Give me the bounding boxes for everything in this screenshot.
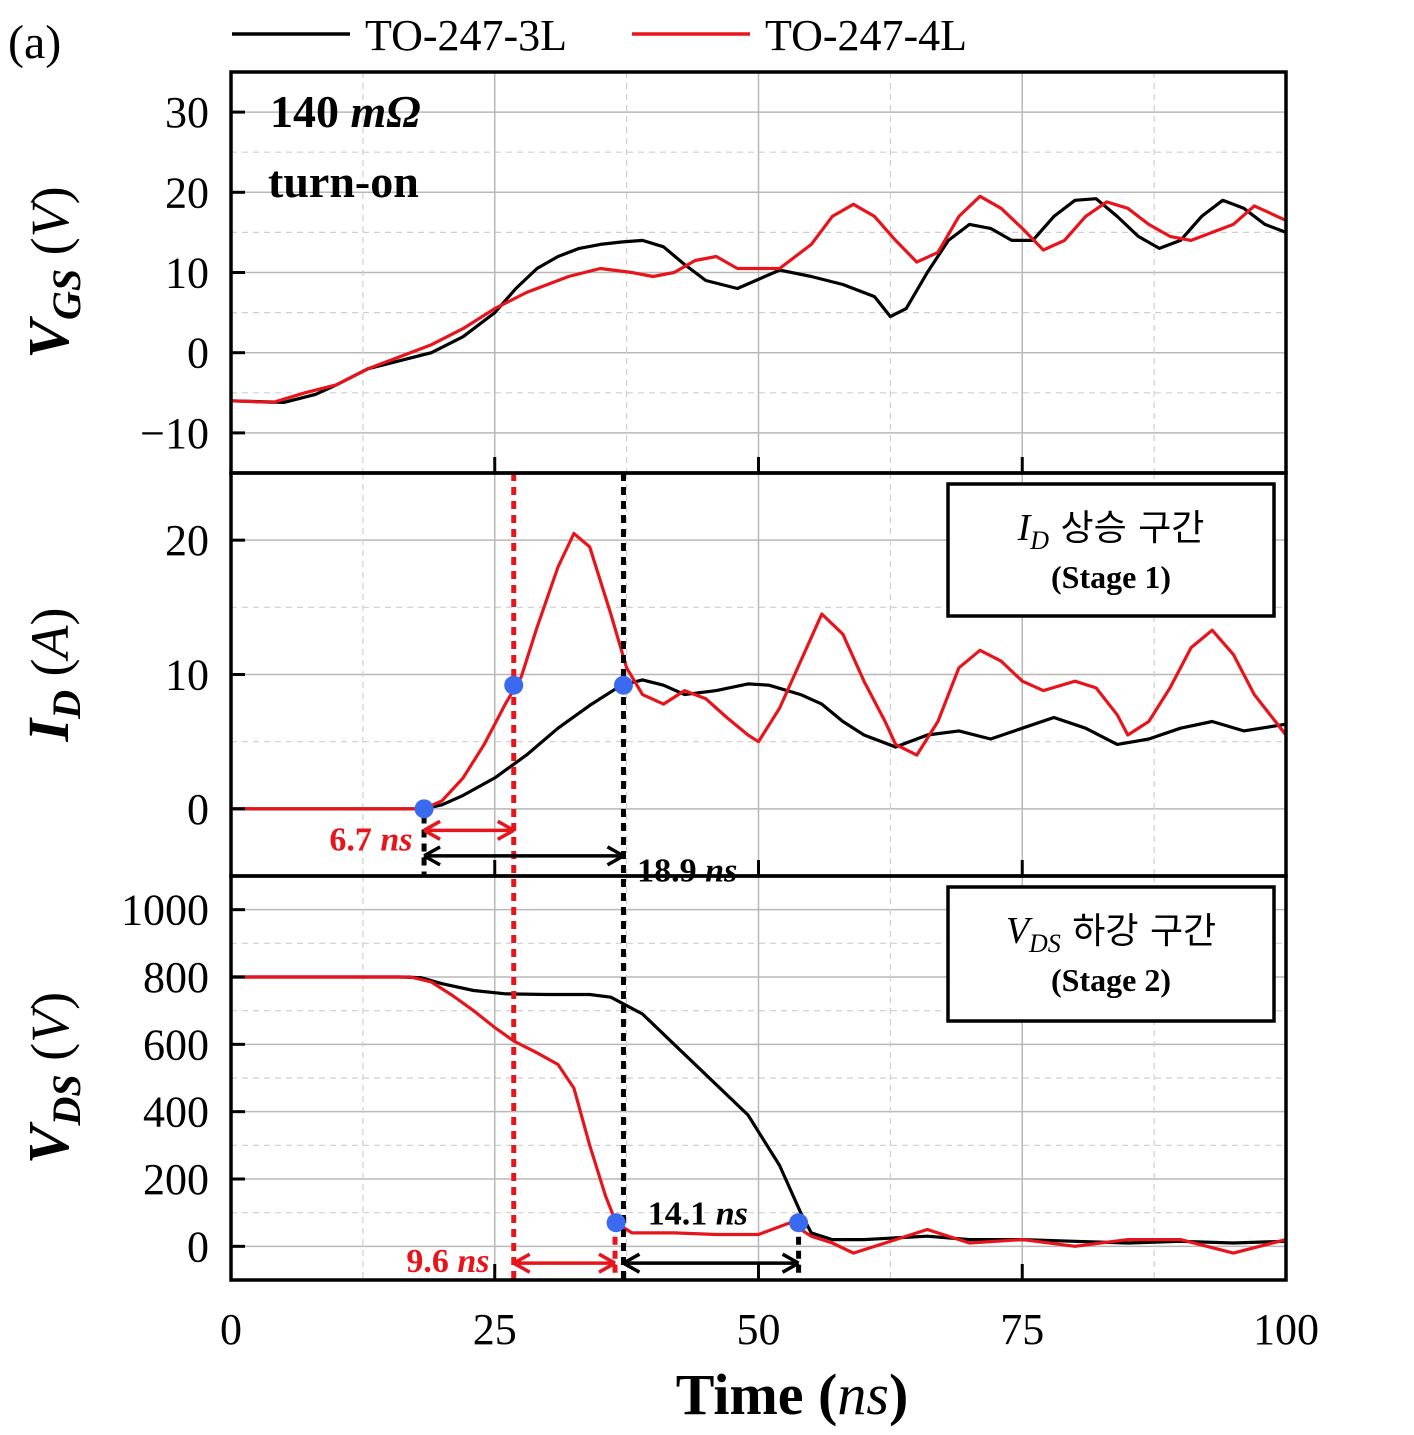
stage-box-title: ID 상승 구간 (1017, 507, 1205, 555)
data-marker (504, 675, 524, 695)
y-axis-label: VGS (V) (16, 186, 89, 358)
x-tick-label: 75 (1000, 1305, 1044, 1354)
series-line-to-247-3l (231, 975, 1287, 1245)
x-tick-label: 25 (473, 1305, 517, 1354)
measure-label: 9.6 ns (406, 1243, 489, 1280)
y-tick-label: 20 (165, 516, 209, 565)
arrow-head-left (512, 1252, 531, 1274)
series-line-to-247-4l (231, 975, 1287, 1255)
data-marker (606, 1213, 626, 1233)
y-tick-label: 30 (165, 88, 209, 137)
arrow-head-left (423, 819, 441, 841)
legend-label-4l: TO-247-4L (765, 11, 967, 60)
series-line-to-247-3l (231, 678, 1287, 811)
arrow-head-left (622, 1252, 641, 1274)
x-tick-label: 100 (1253, 1305, 1319, 1354)
stage-box-subtitle: (Stage 1) (1051, 559, 1171, 595)
y-tick-label: 800 (143, 953, 209, 1002)
legend-label-3l: TO-247-3L (365, 11, 567, 60)
y-tick-label: 20 (165, 168, 209, 217)
y-axis-label: ID (A) (16, 608, 89, 743)
measure-label: 6.7 ns (329, 821, 412, 858)
data-marker (789, 1213, 809, 1233)
y-tick-label: 10 (165, 651, 209, 700)
arrow-head-right (598, 1252, 616, 1274)
measure-label: 18.9 ns (637, 852, 737, 889)
x-tick-label: 50 (737, 1305, 781, 1354)
series-line-to-247-4l (231, 531, 1288, 811)
y-tick-label: 0 (187, 785, 209, 834)
series-line-to-247-3l (230, 197, 1287, 404)
annotation-turn-on: turn-on (268, 156, 419, 207)
y-tick-label: 0 (187, 1222, 209, 1271)
y-tick-label: 400 (143, 1088, 209, 1137)
x-axis-label: Time (ns) (676, 1362, 909, 1427)
stage-box-subtitle: (Stage 2) (1051, 962, 1171, 998)
y-tick-label: 600 (143, 1020, 209, 1069)
y-tick-label: −10 (140, 409, 209, 458)
arrow-head-right (606, 845, 625, 867)
y-tick-label: 0 (187, 329, 209, 378)
panel-label: (a) (8, 16, 61, 69)
x-tick-label: 0 (220, 1305, 242, 1354)
data-marker (613, 675, 633, 695)
y-axis-label: VDS (V) (16, 992, 89, 1164)
arrow-head-right (781, 1252, 800, 1274)
stage-box (946, 482, 1276, 618)
arrow-head-right (496, 819, 515, 841)
annotation-resistance: 140 mΩ (270, 86, 421, 137)
y-tick-label: 1000 (121, 886, 209, 935)
arrow-head-left (423, 845, 441, 867)
measure-label: 14.1 ns (648, 1196, 748, 1233)
stage-box (946, 885, 1276, 1023)
data-marker (414, 799, 434, 819)
y-tick-label: 10 (165, 249, 209, 298)
series-line-to-247-4l (230, 194, 1287, 404)
stage-box-title: VDS 하강 구간 (1006, 910, 1216, 958)
y-tick-label: 200 (143, 1155, 209, 1204)
